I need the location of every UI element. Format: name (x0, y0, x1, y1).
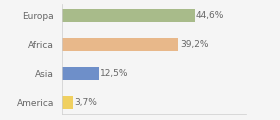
Bar (62, 96, 73, 109)
Text: 3,7%: 3,7% (74, 98, 97, 107)
Text: 44,6%: 44,6% (196, 11, 224, 20)
Bar (62, 38, 178, 51)
Bar (62, 9, 195, 22)
Text: 39,2%: 39,2% (180, 40, 208, 49)
Bar (62, 67, 99, 80)
Text: 12,5%: 12,5% (100, 69, 129, 78)
